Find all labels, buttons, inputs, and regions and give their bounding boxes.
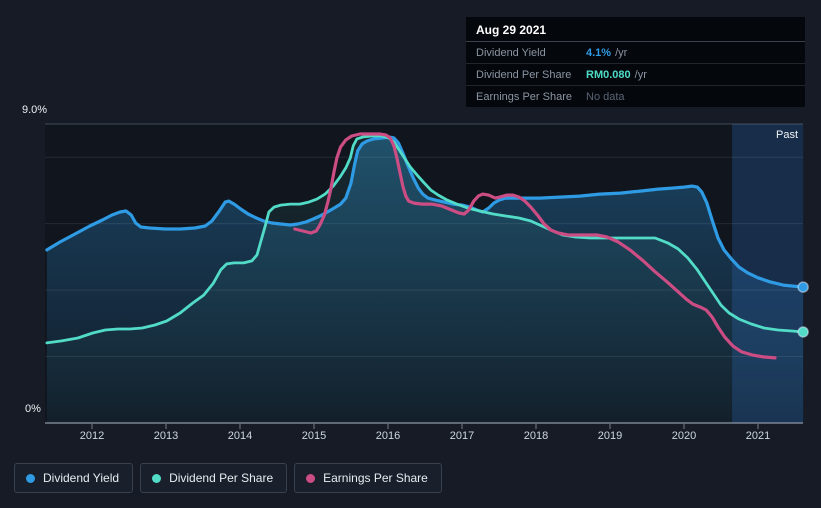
dividend-per-share-area-fill — [46, 136, 804, 423]
past-band — [732, 124, 804, 423]
past-band-label: Past — [775, 129, 798, 141]
y-axis-max-label: 9.0% — [22, 104, 48, 116]
legend-item-earnings-per-share[interactable]: Earnings Per Share — [294, 463, 442, 493]
series-end-dot — [797, 326, 809, 338]
tooltip-unit: /yr — [634, 68, 647, 81]
chart-legend: Dividend Yield Dividend Per Share Earnin… — [14, 463, 442, 493]
legend-item-dividend-per-share[interactable]: Dividend Per Share — [140, 463, 288, 493]
x-axis-label: 2018 — [523, 430, 549, 442]
series-earnings-per-share-line — [293, 132, 777, 360]
y-axis-min-label: 0% — [25, 403, 41, 415]
dividend-history-chart[interactable] — [0, 0, 821, 460]
x-axis-label: 2013 — [153, 430, 179, 442]
x-axis-label: 2014 — [227, 430, 253, 442]
x-axis-label: 2021 — [745, 430, 771, 442]
dividend-yield-dot-icon — [26, 473, 35, 483]
x-axis-label: 2020 — [671, 430, 697, 442]
tooltip-label: Dividend Yield — [476, 46, 546, 59]
tooltip-row-dividend-yield: Dividend Yield 4.1% /yr — [466, 42, 805, 64]
tooltip-label: Dividend Per Share — [476, 68, 572, 81]
tooltip-value: RM0.080 — [586, 68, 631, 81]
chart-tooltip: Aug 29 2021 Dividend Yield 4.1% /yr Divi… — [466, 17, 805, 107]
legend-item-label: Dividend Yield — [43, 471, 120, 485]
x-axis-label: 2017 — [449, 430, 475, 442]
tooltip-date: Aug 29 2021 — [466, 17, 805, 42]
x-axis-label: 2016 — [375, 430, 401, 442]
series-end-dot — [797, 281, 809, 293]
dividend-per-share-dot-icon — [152, 473, 162, 483]
tooltip-unit: /yr — [615, 46, 628, 59]
legend-item-label: Earnings Per Share — [323, 471, 428, 485]
tooltip-value: No data — [586, 90, 625, 103]
tooltip-label: Earnings Per Share — [476, 90, 572, 103]
tooltip-value: 4.1% — [586, 46, 612, 59]
series-dividend-per-share-line — [45, 134, 805, 345]
legend-item-label: Dividend Per Share — [169, 471, 274, 485]
earnings-per-share-dot-icon — [306, 473, 316, 483]
tooltip-row-dividend-per-share: Dividend Per Share RM0.080 /yr — [466, 64, 805, 86]
x-axis-label: 2015 — [301, 430, 327, 442]
legend-item-dividend-yield[interactable]: Dividend Yield — [14, 463, 134, 493]
x-axis-label: 2019 — [597, 430, 623, 442]
tooltip-row-earnings-per-share: Earnings Per Share No data — [466, 86, 805, 107]
x-axis-label: 2012 — [79, 430, 105, 442]
